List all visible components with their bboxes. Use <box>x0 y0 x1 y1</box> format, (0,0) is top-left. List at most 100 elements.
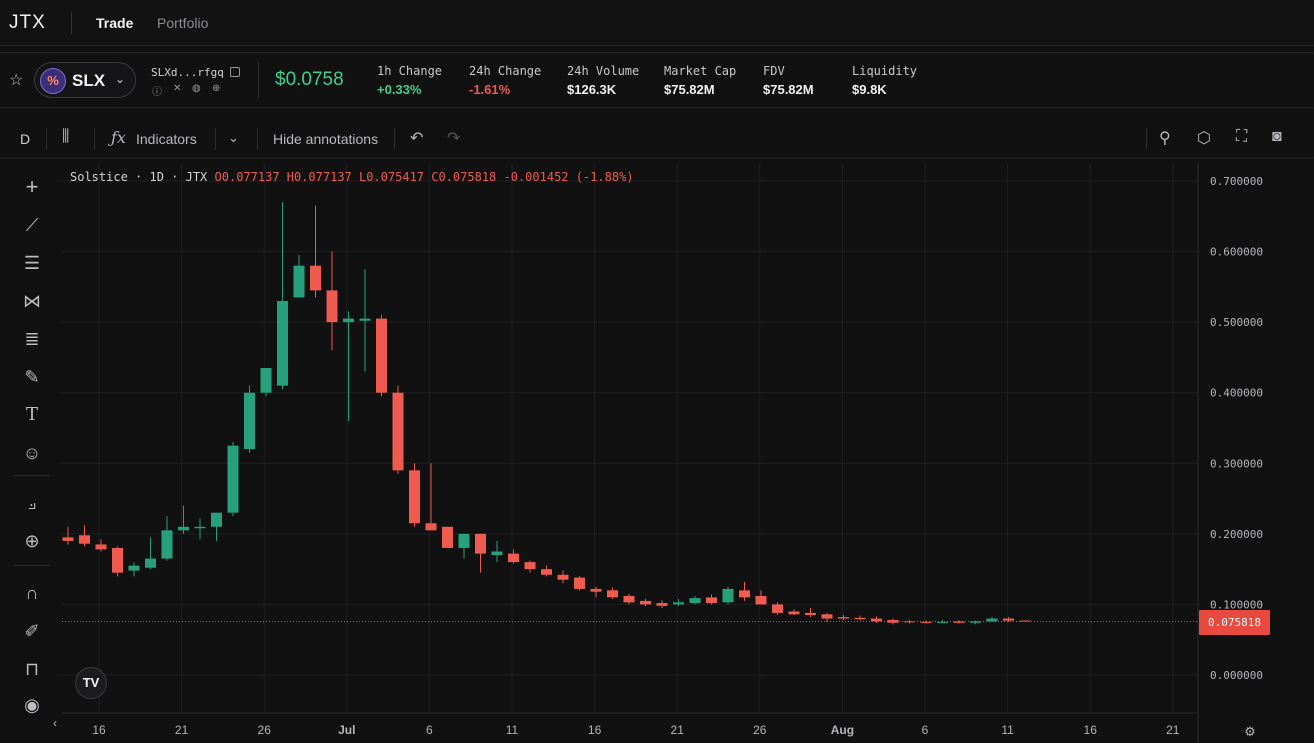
x-tick-label: 6 <box>922 723 929 737</box>
crosshair-icon[interactable]: + <box>25 174 39 199</box>
divider <box>14 565 50 566</box>
divider <box>14 475 50 476</box>
candle-body <box>392 392 404 471</box>
candle-body <box>920 622 932 624</box>
indicators-button[interactable]: Indicators <box>136 131 197 147</box>
settings-gear-icon[interactable]: ⬡ <box>1197 130 1211 147</box>
hide-annotations-button[interactable]: Hide annotations <box>273 131 379 147</box>
x-tick-label: 21 <box>1166 723 1180 737</box>
token-symbol: SLX <box>72 71 106 90</box>
x-tick-label: 16 <box>1084 723 1098 737</box>
indicators-fx-icon[interactable]: ƒx <box>111 128 126 147</box>
candle-body <box>590 588 602 592</box>
nav-portfolio[interactable]: Portfolio <box>157 15 209 31</box>
trend-line-icon[interactable]: ⟋ <box>25 215 39 235</box>
undo-icon[interactable]: ↶ <box>410 130 424 147</box>
text-tool-icon[interactable]: T <box>25 404 38 425</box>
x-social-icon[interactable]: ✕ <box>173 83 182 94</box>
info-icon[interactable]: ⓘ <box>152 87 162 98</box>
legend-ohlc: O0.077137 H0.077137 L0.075417 C0.075818 … <box>214 170 634 184</box>
candle-type-icon[interactable]: ⫼ <box>62 128 70 145</box>
candle-body <box>557 574 569 580</box>
stat-1h-change-label: 1h Change <box>377 64 443 78</box>
candle-body <box>293 265 305 298</box>
candle-body <box>574 577 585 589</box>
candle-body <box>607 590 618 598</box>
pattern-tool-icon[interactable]: ⋈ <box>23 291 41 311</box>
candle-body <box>953 621 965 623</box>
eye-visibility-icon[interactable]: ◉ <box>24 695 40 715</box>
candle-body <box>986 618 998 622</box>
x-tick-label: 6 <box>426 723 433 737</box>
divider <box>258 62 259 98</box>
redo-icon[interactable]: ↷ <box>447 130 461 147</box>
divider <box>46 128 47 150</box>
candle-body <box>722 588 734 603</box>
candle-body <box>227 445 239 513</box>
copy-icon[interactable] <box>230 67 240 77</box>
app-logo[interactable]: JTX <box>9 12 46 33</box>
candle-body <box>772 604 783 613</box>
candle-body <box>409 470 420 524</box>
token-logo-icon: % <box>40 68 66 94</box>
brush-icon[interactable]: ✎ <box>24 367 40 387</box>
candle-body <box>970 621 981 623</box>
stat-24h-volume-label: 24h Volume <box>567 64 640 78</box>
y-tick-label: 0.100000 <box>1210 598 1263 611</box>
token-address: SLXd...rfgq <box>151 66 224 79</box>
nav-trade[interactable]: Trade <box>96 15 134 31</box>
unlock-icon[interactable]: ⊓ <box>24 659 40 679</box>
emoji-icon[interactable]: ☺ <box>22 443 42 463</box>
stat-fdv-value: $75.82M <box>763 82 814 97</box>
candle-body <box>904 621 915 623</box>
discord-icon[interactable]: ◍ <box>192 83 201 94</box>
website-globe-icon[interactable]: ⊕ <box>212 83 221 94</box>
candle-body <box>79 535 90 544</box>
collapse-arrow-icon[interactable]: ‹ <box>53 716 57 730</box>
x-tick-label: 21 <box>671 723 685 737</box>
candle-body <box>161 530 173 559</box>
candle-body <box>194 526 206 529</box>
candle-body <box>821 614 833 619</box>
stat-market-cap-value: $75.82M <box>664 82 715 97</box>
magnet-icon[interactable]: ∩ <box>25 583 39 603</box>
candle-body <box>689 598 701 604</box>
chevron-down-icon: ⌄ <box>115 72 126 86</box>
y-tick-label: 0.400000 <box>1210 387 1263 400</box>
candle-body <box>128 565 140 571</box>
camera-icon[interactable]: ◙ <box>1272 128 1282 145</box>
lock-drawing-icon[interactable]: ✐ <box>24 621 40 641</box>
drawing-toolbar: + ⟋ ☰ ⋈ ≣ ✎ T ☺ ⟓ ⊕ ∩ ✐ ⊓ ◉ ‹ <box>0 165 62 735</box>
ruler-icon[interactable]: ⟓ <box>27 493 37 513</box>
candle-body <box>541 569 552 575</box>
token-price: $0.0758 <box>275 69 344 90</box>
stat-24h-volume-value: $126.3K <box>567 82 617 97</box>
fib-retracement-icon[interactable]: ≣ <box>24 329 40 349</box>
candle-body <box>145 558 156 568</box>
candle-body <box>937 622 948 624</box>
zoom-in-icon[interactable]: ⊕ <box>24 531 40 551</box>
tradingview-logo[interactable]: TV <box>75 667 107 699</box>
candle-body <box>359 318 371 321</box>
interval-selector[interactable]: D <box>20 131 31 147</box>
y-tick-label: 0.500000 <box>1210 316 1263 329</box>
favorite-star-icon[interactable]: ☆ <box>9 72 24 89</box>
quick-search-icon[interactable]: ⚲ <box>1159 130 1171 147</box>
x-tick-label: 11 <box>1001 723 1014 737</box>
stat-liquidity-label: Liquidity <box>852 64 918 78</box>
stat-24h-change-value: -1.61% <box>469 82 511 97</box>
candle-body <box>673 602 684 605</box>
last-price-tag: 0.075818 <box>1199 610 1270 635</box>
chevron-down-icon[interactable]: ⌄ <box>228 130 239 145</box>
token-selector[interactable]: % SLX ⌄ <box>34 62 136 98</box>
divider <box>394 128 395 150</box>
horizontal-lines-icon[interactable]: ☰ <box>23 253 41 273</box>
legend-title: Solstice · 1D · JTX <box>70 170 208 184</box>
candle-body <box>508 553 519 563</box>
fullscreen-icon[interactable]: ⛶ <box>1236 128 1248 145</box>
x-tick-label: Aug <box>831 723 854 737</box>
candle-body <box>706 597 717 604</box>
stat-liquidity-value: $9.8K <box>852 82 887 97</box>
y-tick-label: 0.300000 <box>1210 457 1263 470</box>
